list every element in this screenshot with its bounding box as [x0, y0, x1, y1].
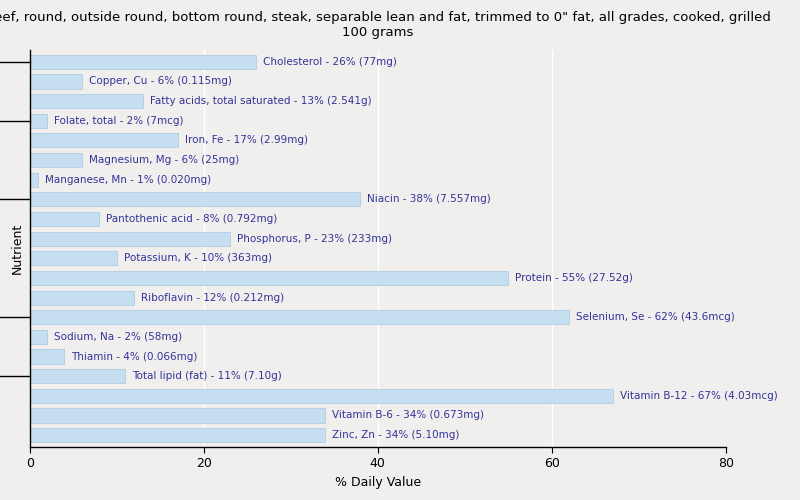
Bar: [30, 212, 99, 226]
Text: Riboflavin - 12% (0.212mg): Riboflavin - 12% (0.212mg): [141, 292, 284, 302]
Text: Sodium, Na - 2% (58mg): Sodium, Na - 2% (58mg): [54, 332, 182, 342]
Bar: [30, 153, 82, 167]
Text: Phosphorus, P - 23% (233mg): Phosphorus, P - 23% (233mg): [237, 234, 392, 243]
Bar: [30, 408, 326, 422]
Y-axis label: Nutrient: Nutrient: [11, 223, 24, 274]
Bar: [30, 134, 178, 147]
Text: Folate, total - 2% (7mcg): Folate, total - 2% (7mcg): [54, 116, 183, 126]
Bar: [30, 369, 126, 384]
Text: Niacin - 38% (7.557mg): Niacin - 38% (7.557mg): [367, 194, 491, 204]
Bar: [30, 330, 47, 344]
Text: Pantothenic acid - 8% (0.792mg): Pantothenic acid - 8% (0.792mg): [106, 214, 278, 224]
Text: Fatty acids, total saturated - 13% (2.541g): Fatty acids, total saturated - 13% (2.54…: [150, 96, 371, 106]
Bar: [30, 74, 82, 88]
Text: Protein - 55% (27.52g): Protein - 55% (27.52g): [515, 273, 633, 283]
Text: Iron, Fe - 17% (2.99mg): Iron, Fe - 17% (2.99mg): [185, 136, 307, 145]
Bar: [30, 350, 65, 364]
Text: Thiamin - 4% (0.066mg): Thiamin - 4% (0.066mg): [71, 352, 198, 362]
X-axis label: % Daily Value: % Daily Value: [334, 476, 421, 489]
Text: Cholesterol - 26% (77mg): Cholesterol - 26% (77mg): [263, 57, 397, 67]
Text: Total lipid (fat) - 11% (7.10g): Total lipid (fat) - 11% (7.10g): [132, 371, 282, 381]
Text: Selenium, Se - 62% (43.6mcg): Selenium, Se - 62% (43.6mcg): [576, 312, 734, 322]
Text: Manganese, Mn - 1% (0.020mg): Manganese, Mn - 1% (0.020mg): [46, 174, 211, 184]
Text: Potassium, K - 10% (363mg): Potassium, K - 10% (363mg): [124, 254, 272, 264]
Bar: [30, 232, 230, 245]
Text: Vitamin B-6 - 34% (0.673mg): Vitamin B-6 - 34% (0.673mg): [333, 410, 485, 420]
Bar: [30, 251, 117, 266]
Bar: [30, 271, 508, 285]
Text: Zinc, Zn - 34% (5.10mg): Zinc, Zn - 34% (5.10mg): [333, 430, 460, 440]
Bar: [30, 114, 47, 128]
Text: Copper, Cu - 6% (0.115mg): Copper, Cu - 6% (0.115mg): [89, 76, 232, 86]
Bar: [30, 172, 38, 187]
Bar: [30, 192, 360, 206]
Title: Beef, round, outside round, bottom round, steak, separable lean and fat, trimmed: Beef, round, outside round, bottom round…: [0, 11, 770, 39]
Bar: [30, 290, 134, 304]
Text: Vitamin B-12 - 67% (4.03mcg): Vitamin B-12 - 67% (4.03mcg): [619, 391, 778, 401]
Text: Magnesium, Mg - 6% (25mg): Magnesium, Mg - 6% (25mg): [89, 155, 239, 165]
Bar: [30, 389, 613, 403]
Bar: [30, 428, 326, 442]
Bar: [30, 94, 142, 108]
Bar: [30, 54, 256, 69]
Bar: [30, 310, 569, 324]
